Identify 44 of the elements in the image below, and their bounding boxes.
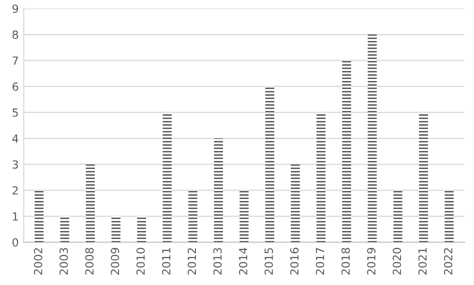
x-tick-label: 2013 bbox=[213, 248, 222, 275]
x-tick-label: 2010 bbox=[136, 248, 145, 275]
bar bbox=[162, 112, 172, 242]
bar bbox=[34, 190, 44, 242]
bar bbox=[290, 164, 300, 242]
y-tick-label: 4 bbox=[12, 134, 18, 143]
y-tick-label: 8 bbox=[12, 30, 18, 39]
y-tick-label: 7 bbox=[12, 56, 18, 65]
x-tick-label: 2019 bbox=[367, 248, 376, 275]
bar bbox=[60, 216, 70, 242]
x-tick-label: 2002 bbox=[34, 248, 42, 275]
x-tick-label: 2018 bbox=[341, 248, 350, 275]
x-tick-label: 2021 bbox=[418, 248, 427, 275]
y-tick-label: 0 bbox=[12, 238, 18, 247]
y-tick-label: 9 bbox=[12, 4, 18, 13]
bar bbox=[188, 190, 198, 242]
bar bbox=[214, 138, 223, 242]
x-tick-label: 2008 bbox=[85, 248, 94, 275]
bar bbox=[393, 190, 402, 242]
y-tick-label: 5 bbox=[12, 108, 18, 117]
bar bbox=[419, 112, 428, 242]
x-tick-label: 2016 bbox=[290, 248, 299, 275]
x-tick-label: 2003 bbox=[60, 248, 68, 275]
x-tick-label: 2017 bbox=[316, 248, 324, 275]
x-tick-label: 2015 bbox=[264, 248, 273, 275]
bar bbox=[111, 216, 120, 242]
bar bbox=[137, 216, 146, 242]
x-tick-label: 2012 bbox=[188, 248, 196, 275]
bar bbox=[444, 190, 454, 242]
x-tick-label: 2011 bbox=[162, 248, 170, 275]
bar bbox=[240, 190, 249, 242]
x-tick-label: 2022 bbox=[444, 248, 452, 275]
x-tick-label: 2014 bbox=[238, 248, 248, 275]
x-tick-label: 2020 bbox=[392, 248, 402, 275]
y-tick-label: 6 bbox=[12, 82, 18, 91]
bar bbox=[342, 60, 352, 242]
bar bbox=[316, 112, 326, 242]
bar bbox=[368, 34, 377, 242]
bar bbox=[86, 164, 95, 242]
x-tick-label: 2009 bbox=[110, 248, 120, 275]
bar bbox=[265, 86, 274, 242]
y-tick-label: 3 bbox=[12, 160, 18, 169]
y-tick-label: 2 bbox=[12, 186, 18, 195]
y-tick-label: 1 bbox=[12, 212, 18, 221]
